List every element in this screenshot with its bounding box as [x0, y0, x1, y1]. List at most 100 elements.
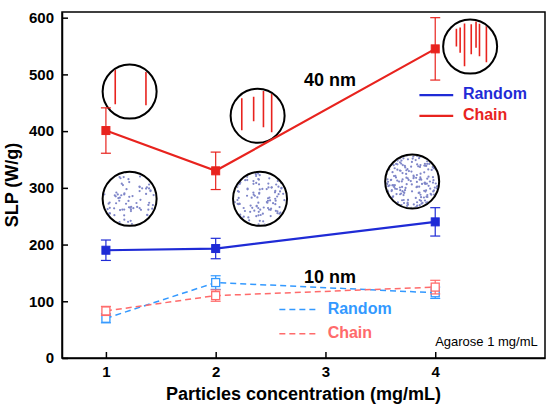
inset-content: [232, 171, 287, 227]
inset-particle: [139, 190, 141, 192]
inset: [232, 171, 287, 227]
y-tick: 400: [29, 122, 68, 139]
inset-particle: [399, 186, 401, 188]
inset-particle: [419, 194, 421, 196]
chart: 1234010020030040050060040 nm10 nmAgarose…: [0, 0, 553, 408]
y-tick: 200: [29, 236, 68, 253]
inset-particle: [391, 154, 393, 156]
inset-particle: [123, 176, 125, 178]
error-bar-cap: [430, 207, 440, 208]
inset-particle: [123, 219, 125, 221]
inset-particle: [283, 199, 285, 201]
marker: [212, 279, 220, 287]
error-bar: [211, 290, 221, 301]
inset-particle: [127, 200, 129, 202]
error-bar: [101, 306, 111, 315]
inset-particle: [234, 219, 236, 221]
series-line: [106, 49, 435, 171]
inset-particle: [418, 186, 420, 188]
marker: [212, 245, 220, 253]
y-tick-mark: [62, 74, 68, 76]
inset-particle: [386, 202, 388, 204]
legend-label: Chain: [463, 106, 507, 123]
inset-particle: [244, 179, 246, 181]
inset-particle: [125, 203, 127, 205]
inset-particle: [280, 187, 282, 189]
inset-particle: [426, 183, 428, 185]
inset-particle: [259, 220, 261, 222]
inset-particle: [401, 186, 403, 188]
inset-particle: [386, 178, 388, 180]
inset-particle: [406, 183, 408, 185]
error-bar: [430, 280, 440, 294]
inset-particle: [246, 188, 248, 190]
inset-particle: [410, 180, 412, 182]
inset-particle: [389, 158, 391, 160]
inset-particle: [419, 173, 421, 175]
inset-particle: [117, 193, 119, 195]
inset-particle: [438, 202, 440, 204]
inset-particle: [432, 190, 434, 192]
inset-border: [233, 172, 287, 226]
inset-particle: [237, 220, 239, 222]
inset-particle: [118, 200, 120, 202]
inset-particle: [401, 180, 403, 182]
inset-background: [385, 155, 439, 209]
inset-chain: [486, 25, 488, 63]
inset-particle: [390, 179, 392, 181]
error-bar-cap: [211, 238, 221, 239]
error-bar-cap: [211, 289, 221, 290]
inset-particle: [128, 196, 130, 198]
inset-particle: [438, 195, 440, 197]
inset-particle: [421, 183, 423, 185]
inset-particle: [275, 183, 277, 185]
inset-particle: [274, 172, 276, 174]
error-bar: [101, 240, 111, 260]
series-line: [106, 283, 435, 319]
inset-particle: [425, 189, 427, 191]
error-bar-cap: [211, 189, 221, 190]
inset-particle: [393, 164, 395, 166]
inset-border: [103, 172, 157, 226]
inset-content: [384, 154, 440, 210]
inset-particle: [401, 178, 403, 180]
inset-particle: [413, 176, 415, 178]
inset-particle: [146, 214, 148, 216]
x-tick-mark: [106, 352, 108, 358]
inset-particle: [415, 177, 417, 179]
inset-particle: [138, 185, 140, 187]
inset-particle: [109, 212, 111, 214]
inset: [384, 154, 440, 210]
inset-particle: [285, 214, 287, 216]
inset-particle: [416, 181, 418, 183]
y-tick-label: 600: [29, 9, 54, 26]
annotation: Agarose 1 mg/mL: [435, 334, 538, 349]
inset-particle: [429, 188, 431, 190]
inset-particle: [238, 202, 240, 204]
inset-border: [385, 155, 439, 209]
inset-content: [102, 171, 158, 226]
inset-particle: [403, 202, 405, 204]
error-bar-cap: [430, 17, 440, 18]
inset-particle: [434, 187, 436, 189]
inset-particle: [140, 209, 142, 211]
inset-particle: [152, 175, 154, 177]
inset-particle: [251, 207, 253, 209]
inset-particle: [279, 212, 281, 214]
inset-particle: [146, 186, 148, 188]
legend-entry: Chain: [279, 324, 372, 341]
error-bar-cap: [101, 239, 111, 240]
inset-particle: [411, 161, 413, 163]
inset-particle: [149, 190, 151, 192]
y-tick-label: 200: [29, 236, 54, 253]
inset-particle: [432, 176, 434, 178]
inset-particle: [113, 207, 115, 209]
series-line: [106, 222, 435, 250]
legend-swatch: [279, 333, 318, 335]
inset-particle: [412, 155, 414, 157]
inset-particle: [114, 194, 116, 196]
inset-particle: [115, 195, 117, 197]
inset-particle: [252, 180, 254, 182]
inset-particle: [420, 179, 422, 181]
inset-background: [233, 172, 287, 226]
